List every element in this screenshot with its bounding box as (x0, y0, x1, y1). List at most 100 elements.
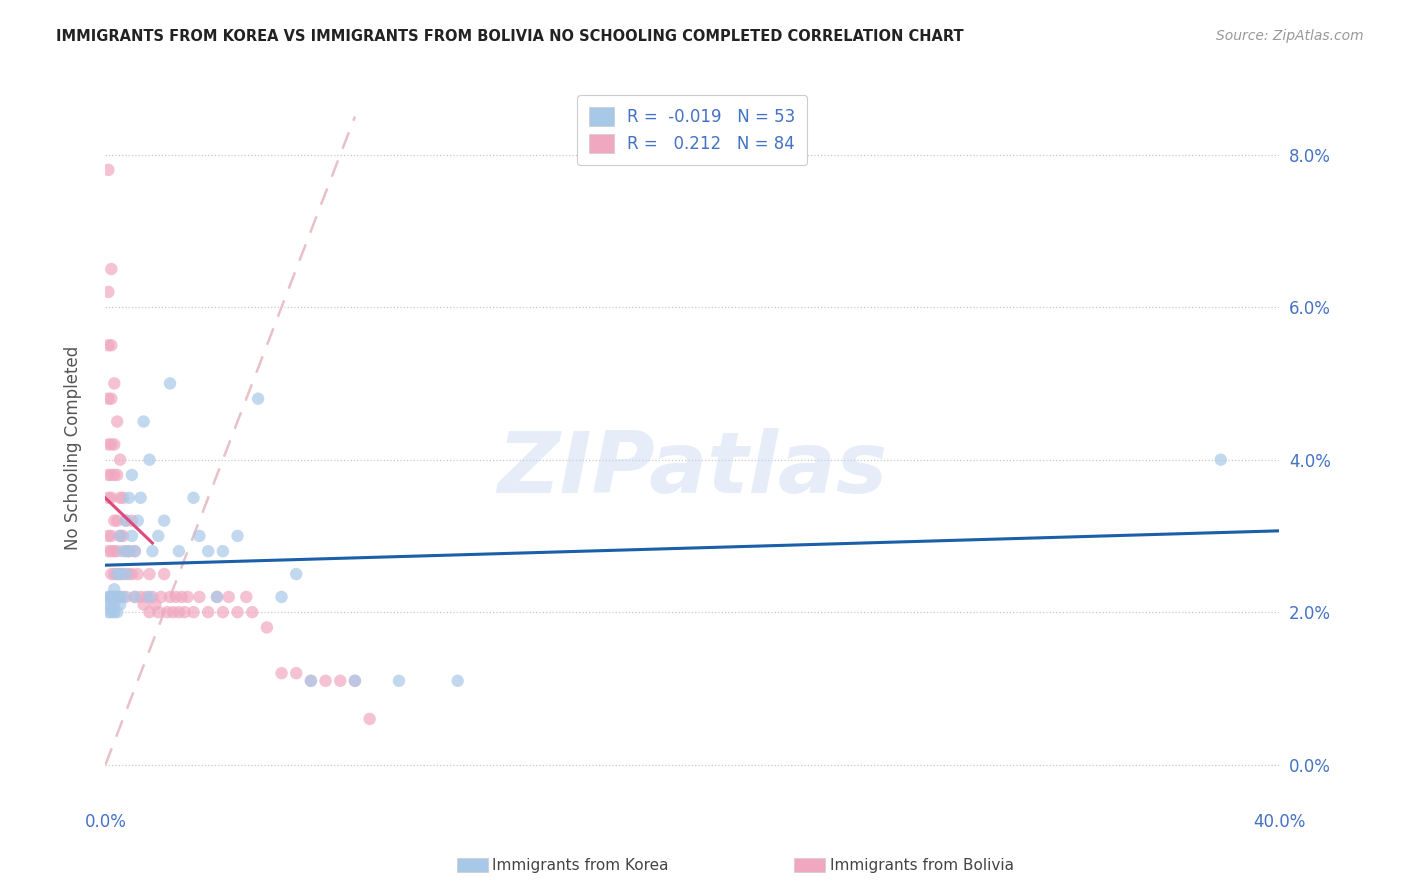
Point (112, 491, 135, 505)
Point (108, 491, 131, 505)
Point (112, 590, 135, 604)
Point (121, 529, 143, 543)
Point (205, 590, 228, 604)
Point (97, 392, 120, 406)
Point (105, 544, 128, 558)
Point (101, 590, 124, 604)
Point (211, 605, 233, 619)
Point (108, 598, 131, 612)
Point (141, 544, 163, 558)
Point (105, 567, 128, 582)
Point (105, 605, 128, 619)
Point (103, 582, 125, 597)
Point (124, 544, 146, 558)
Point (103, 376, 125, 391)
Point (108, 590, 131, 604)
Point (97, 590, 120, 604)
Point (183, 491, 205, 505)
Point (100, 529, 122, 543)
Point (121, 467, 143, 482)
Point (97, 467, 120, 482)
Point (138, 590, 160, 604)
Point (108, 567, 131, 582)
Point (100, 598, 122, 612)
Point (108, 529, 131, 543)
Point (188, 529, 211, 543)
Point (143, 598, 166, 612)
Point (124, 590, 146, 604)
Point (388, 673, 411, 688)
Point (343, 673, 366, 688)
Point (270, 590, 292, 604)
Point (108, 529, 131, 543)
Point (100, 437, 122, 451)
Point (118, 567, 141, 582)
Point (159, 590, 181, 604)
Point (118, 544, 141, 558)
Point (197, 605, 219, 619)
Point (103, 514, 125, 528)
Point (100, 544, 122, 558)
Point (162, 605, 184, 619)
Point (97, 605, 120, 619)
Point (115, 514, 138, 528)
Text: Source: ZipAtlas.com: Source: ZipAtlas.com (1216, 29, 1364, 43)
Point (97, 162, 120, 177)
Point (148, 529, 170, 543)
Point (97, 285, 120, 299)
Point (256, 620, 278, 634)
Point (359, 712, 381, 726)
Point (176, 590, 198, 604)
Point (235, 590, 257, 604)
Point (299, 673, 322, 688)
Point (299, 673, 322, 688)
Point (97, 491, 120, 505)
Point (170, 590, 193, 604)
Point (105, 567, 128, 582)
Point (153, 567, 176, 582)
Text: ZIPatlas: ZIPatlas (498, 428, 887, 511)
Point (183, 605, 205, 619)
Point (98, 590, 121, 604)
Point (115, 590, 138, 604)
Point (103, 605, 125, 619)
Point (105, 514, 128, 528)
Point (100, 590, 122, 604)
Point (97, 598, 120, 612)
Point (103, 567, 125, 582)
Point (188, 590, 211, 604)
Point (115, 567, 138, 582)
Point (105, 590, 128, 604)
Point (218, 590, 240, 604)
Point (270, 666, 292, 681)
Point (226, 605, 249, 619)
Point (167, 544, 190, 558)
Point (138, 452, 160, 467)
Point (103, 544, 125, 558)
Point (329, 673, 352, 688)
Point (100, 392, 122, 406)
Point (148, 605, 170, 619)
Text: Immigrants from Bolivia: Immigrants from Bolivia (830, 858, 1014, 872)
Point (197, 544, 219, 558)
Text: IMMIGRANTS FROM KOREA VS IMMIGRANTS FROM BOLIVIA NO SCHOOLING COMPLETED CORRELAT: IMMIGRANTS FROM KOREA VS IMMIGRANTS FROM… (56, 29, 965, 44)
Point (108, 567, 131, 582)
Point (103, 598, 125, 612)
Point (97, 529, 120, 543)
Point (226, 529, 249, 543)
Point (121, 567, 143, 582)
Point (343, 673, 366, 688)
Point (138, 605, 160, 619)
Point (156, 605, 179, 619)
Point (127, 567, 149, 582)
Point (150, 590, 173, 604)
Point (103, 590, 125, 604)
Point (205, 590, 228, 604)
Point (100, 262, 122, 277)
Point (97, 338, 120, 352)
Point (105, 467, 128, 482)
Point (100, 467, 122, 482)
Point (100, 338, 122, 352)
Point (103, 437, 125, 451)
Point (112, 567, 135, 582)
